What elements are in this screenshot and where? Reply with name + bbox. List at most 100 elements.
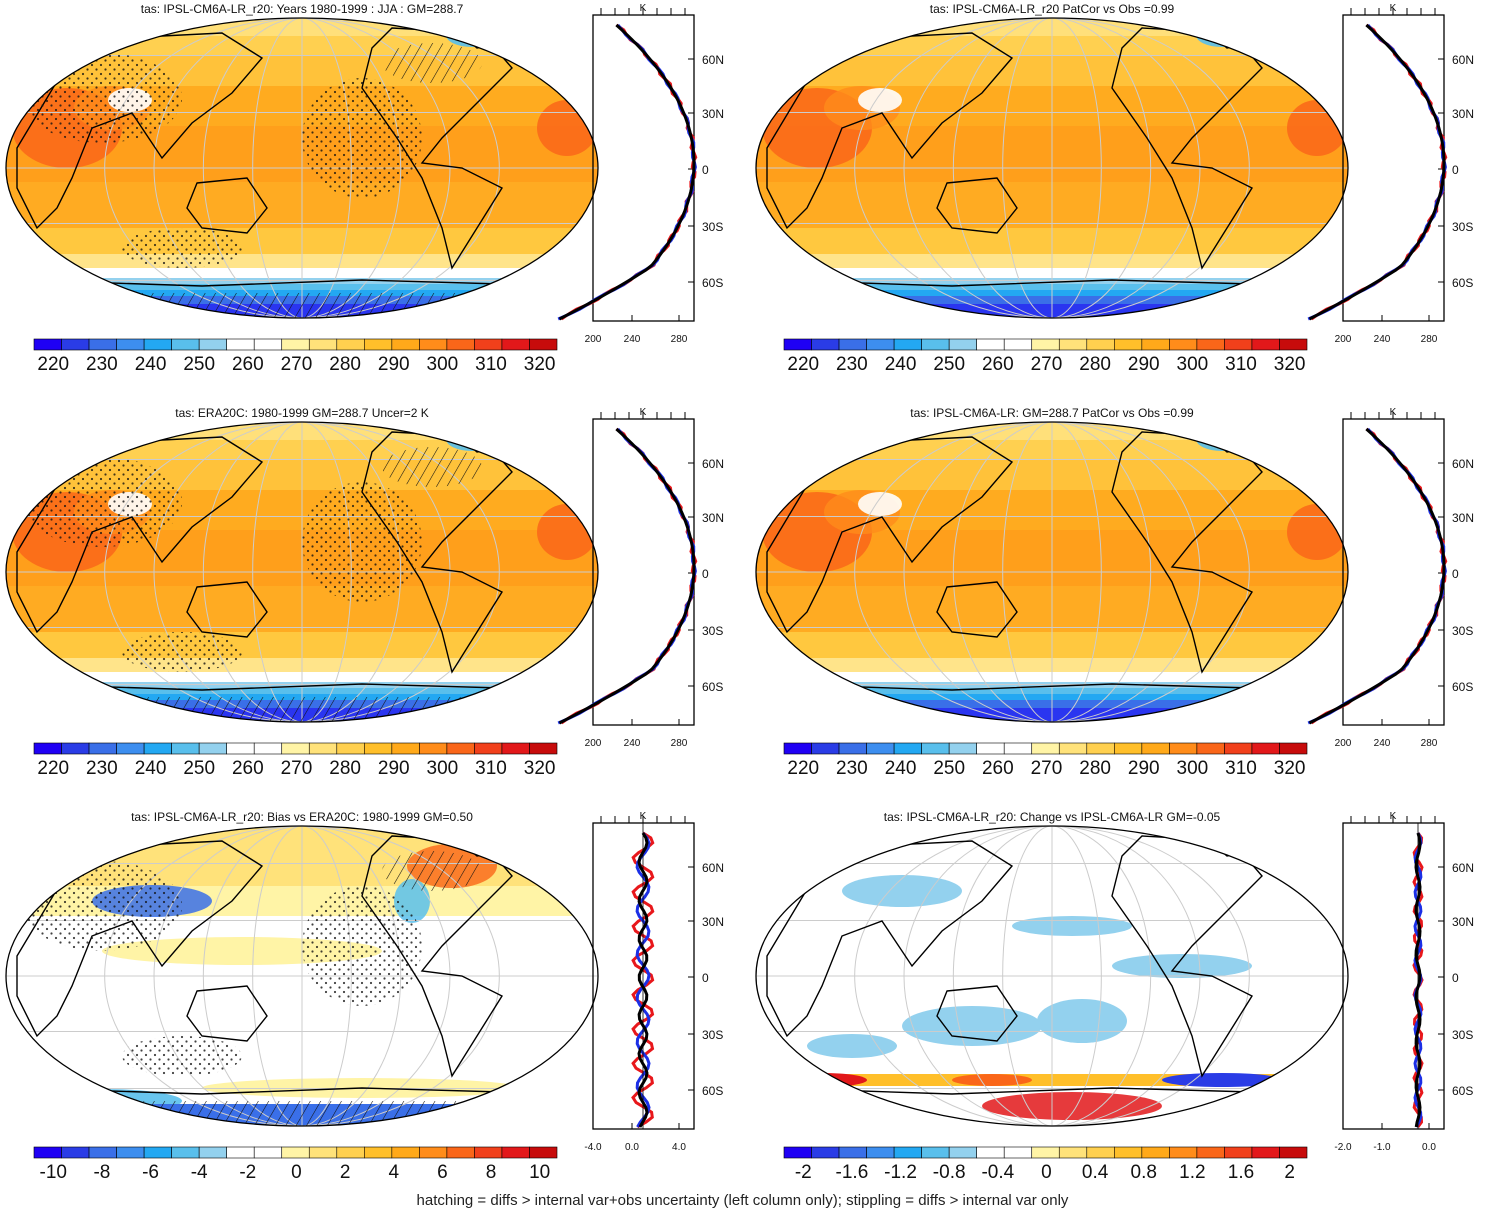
zonal-lat-label: 60N bbox=[702, 861, 724, 875]
colorbar-tick-label: 310 bbox=[475, 354, 507, 375]
colorbar-tick-label: 220 bbox=[37, 354, 69, 375]
zonal-x-tick-label: 240 bbox=[1374, 334, 1391, 345]
colorbar-swatch bbox=[529, 742, 558, 755]
colorbar-swatch bbox=[281, 742, 310, 755]
colorbar-swatch bbox=[171, 742, 200, 755]
colorbar-tick-label: 4 bbox=[388, 1162, 399, 1183]
colorbar-swatch bbox=[976, 338, 1005, 351]
colorbar-swatch bbox=[1224, 1146, 1253, 1159]
zonal-x-tick-label: 200 bbox=[1335, 334, 1352, 345]
colorbar-swatch bbox=[1058, 742, 1088, 755]
colorbar-swatch bbox=[1196, 338, 1225, 351]
colorbar-tick-label: 250 bbox=[933, 758, 965, 779]
panel-5: tas: IPSL-CM6A-LR_r20: Bias vs ERA20C: 1… bbox=[5, 810, 724, 1183]
colorbar-tick-label: -0.8 bbox=[933, 1162, 966, 1183]
zonal-lat-label: 30S bbox=[1452, 624, 1473, 638]
zonal-frame bbox=[1342, 822, 1445, 1130]
colorbar-tick-label: 280 bbox=[1079, 354, 1111, 375]
colorbar-swatch bbox=[1086, 742, 1115, 755]
zonal-profile-mean bbox=[1308, 23, 1446, 321]
zonal-lat-label: 60N bbox=[1452, 861, 1474, 875]
colorbar-swatch bbox=[1141, 1146, 1170, 1159]
zonal-lat-label: 60N bbox=[1452, 457, 1474, 471]
colorbar-swatch bbox=[308, 338, 338, 351]
colorbar-swatch bbox=[1141, 742, 1170, 755]
colorbar-tick-label: 8 bbox=[486, 1162, 497, 1183]
colorbar-swatch bbox=[1141, 338, 1170, 351]
zonal-profile-mean bbox=[1308, 427, 1446, 725]
colorbar-swatch bbox=[171, 1146, 200, 1159]
colorbar-tick-label: 310 bbox=[475, 758, 507, 779]
zonal-lat-label: 30N bbox=[1452, 511, 1474, 525]
colorbar-swatch bbox=[838, 338, 867, 351]
colorbar-swatch bbox=[529, 1146, 558, 1159]
colorbar-tick-label: 290 bbox=[1128, 758, 1160, 779]
zonal-x-tick-label: 200 bbox=[585, 738, 602, 749]
colorbar-swatch bbox=[474, 338, 503, 351]
colorbar-swatch bbox=[1003, 338, 1033, 351]
zonal-lat-label: 0 bbox=[1452, 971, 1459, 985]
colorbar-swatch bbox=[501, 338, 530, 351]
zonal-lat-label: 30N bbox=[702, 511, 724, 525]
colorbar-tick-label: 300 bbox=[427, 758, 459, 779]
colorbar-tick-label: 310 bbox=[1225, 758, 1257, 779]
map-cold-spot bbox=[446, 427, 498, 451]
colorbar-swatch bbox=[143, 742, 172, 755]
zonal-lat-label: 0 bbox=[702, 567, 709, 581]
colorbar-tick-label: 300 bbox=[1177, 354, 1209, 375]
colorbar-swatch bbox=[143, 1146, 172, 1159]
colorbar-swatch bbox=[976, 742, 1005, 755]
colorbar-tick-label: 2 bbox=[1284, 1162, 1295, 1183]
colorbar-swatch bbox=[61, 1146, 90, 1159]
colorbar-swatch bbox=[1058, 1146, 1088, 1159]
colorbar-swatch bbox=[308, 1146, 338, 1159]
colorbar-swatch bbox=[948, 742, 977, 755]
colorbar-tick-label: 270 bbox=[281, 758, 313, 779]
colorbar-swatch bbox=[866, 742, 895, 755]
zonal-lat-label: 60S bbox=[702, 680, 723, 694]
colorbar-swatch bbox=[1251, 1146, 1280, 1159]
colorbar-swatch bbox=[1196, 1146, 1225, 1159]
colorbar-swatch bbox=[88, 338, 117, 351]
colorbar-tick-label: 240 bbox=[885, 758, 917, 779]
zonal-lat-label: 30S bbox=[702, 624, 723, 638]
colorbar-swatch bbox=[1058, 338, 1088, 351]
colorbar-tick-label: 270 bbox=[1031, 354, 1063, 375]
panel-title: tas: IPSL-CM6A-LR_r20: Change vs IPSL-CM… bbox=[884, 810, 1221, 824]
colorbar-tick-label: -8 bbox=[93, 1162, 110, 1183]
colorbar-swatch bbox=[198, 742, 227, 755]
zonal-x-tick-label: -2.0 bbox=[1334, 1142, 1352, 1153]
colorbar-tick-label: -1.2 bbox=[884, 1162, 917, 1183]
zonal-profile-mean bbox=[637, 832, 649, 1128]
panel-6: tas: IPSL-CM6A-LR_r20: Change vs IPSL-CM… bbox=[755, 810, 1474, 1183]
colorbar-swatch bbox=[308, 742, 338, 755]
colorbar-tick-label: 310 bbox=[1225, 354, 1257, 375]
colorbar-swatch bbox=[1086, 338, 1115, 351]
colorbar-tick-label: 230 bbox=[86, 758, 118, 779]
zonal-lat-label: 60S bbox=[1452, 680, 1473, 694]
panel-1: tas: IPSL-CM6A-LR_r20: Years 1980-1999 :… bbox=[5, 2, 724, 375]
colorbar-tick-label: -10 bbox=[40, 1162, 67, 1183]
continent-outline bbox=[1111, 27, 1263, 270]
panel-3: tas: ERA20C: 1980-1999 GM=288.7 Uncer=2 … bbox=[5, 406, 724, 779]
colorbar-tick-label: 220 bbox=[787, 354, 819, 375]
colorbar-tick-label: 230 bbox=[836, 758, 868, 779]
colorbar-swatch bbox=[1086, 1146, 1115, 1159]
hatching-region bbox=[6, 697, 598, 722]
zonal-frame bbox=[1342, 14, 1445, 322]
zonal-lat-label: 0 bbox=[702, 971, 709, 985]
colorbar-swatch bbox=[116, 742, 145, 755]
colorbar-tick-label: 220 bbox=[787, 758, 819, 779]
zonal-x-tick-label: 240 bbox=[1374, 738, 1391, 749]
continent-outline bbox=[936, 985, 1018, 1042]
zonal-profile-mean bbox=[1414, 832, 1422, 1128]
zonal-lat-label: 60S bbox=[702, 276, 723, 290]
colorbar-swatch bbox=[811, 338, 840, 351]
colorbar-swatch bbox=[198, 338, 227, 351]
colorbar-tick-label: 250 bbox=[183, 758, 215, 779]
colorbar-swatch bbox=[1279, 1146, 1308, 1159]
colorbar-swatch bbox=[1251, 338, 1280, 351]
map-hot-spot bbox=[777, 1073, 867, 1087]
colorbar-swatch bbox=[1031, 742, 1060, 755]
colorbar-swatch bbox=[253, 338, 283, 351]
